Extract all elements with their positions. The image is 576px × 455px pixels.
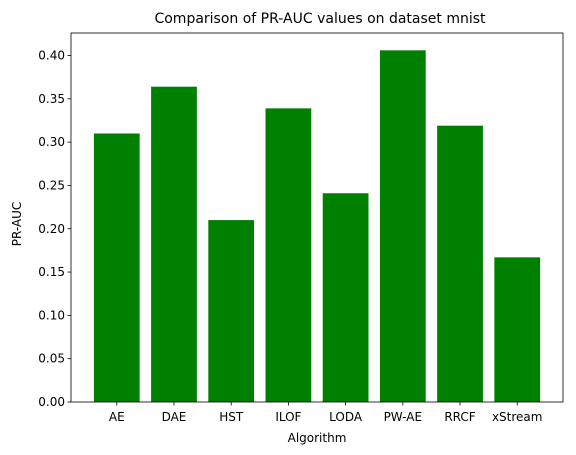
bar-ilof (265, 108, 312, 402)
x-tick-label: xStream (492, 410, 543, 424)
y-axis-label: PR-AUC (10, 202, 24, 247)
y-tick-label: 0.15 (38, 265, 65, 279)
bar-dae (151, 86, 197, 402)
x-tick-label: LODA (329, 410, 363, 424)
x-tick-label: RRCF (444, 410, 475, 424)
x-tick-label: PW-AE (384, 410, 422, 424)
bar-hst (208, 220, 255, 402)
bar-xstream (494, 257, 541, 402)
bar-rrcf (437, 125, 483, 402)
x-tick-label: HST (219, 410, 244, 424)
bar-pw-ae (379, 50, 426, 402)
y-tick-label: 0.40 (38, 49, 65, 63)
x-tick-label: ILOF (275, 410, 301, 424)
y-tick-label: 0.10 (38, 308, 65, 322)
bar-ae (93, 133, 140, 402)
y-tick-label: 0.20 (38, 222, 65, 236)
x-axis-label: Algorithm (288, 431, 347, 445)
y-tick-label: 0.35 (38, 92, 65, 106)
y-tick-label: 0.30 (38, 135, 65, 149)
y-tick-label: 0.05 (38, 352, 65, 366)
y-tick-label: 0.25 (38, 178, 65, 192)
bar-loda (322, 193, 369, 402)
chart-title: Comparison of PR-AUC values on dataset m… (154, 11, 486, 27)
x-tick-label: DAE (162, 410, 187, 424)
y-tick-label: 0.00 (38, 395, 65, 409)
plot-frame (70, 32, 564, 403)
x-tick-label: AE (109, 410, 125, 424)
plot-area: 0.00 0.05 0.10 0.15 0.20 0.25 0.30 0.35 0.40 AE DA… (38, 32, 564, 424)
